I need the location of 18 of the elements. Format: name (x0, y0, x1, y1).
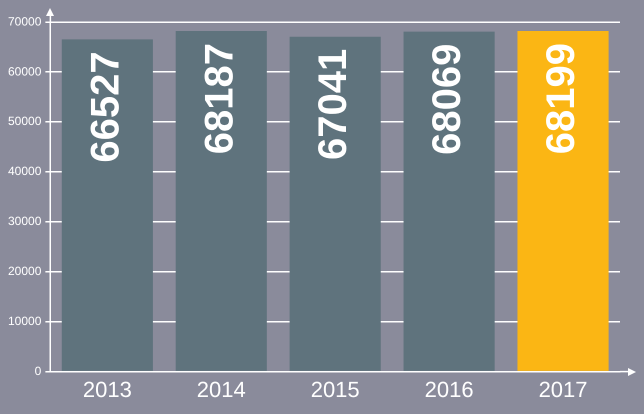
y-tick-label: 10000 (8, 314, 42, 328)
data-label: 66527 (83, 51, 128, 163)
data-label: 67041 (311, 48, 356, 160)
x-tick-label: 2016 (424, 376, 474, 402)
x-tick-label: 2017 (538, 376, 588, 402)
x-tick-label: 2014 (196, 376, 246, 402)
y-tick-label: 50000 (8, 114, 42, 128)
y-tick-label: 60000 (8, 64, 42, 78)
y-tick-label: 20000 (8, 264, 42, 278)
data-label: 68187 (197, 43, 242, 154)
y-tick-label: 30000 (8, 214, 42, 228)
x-tick-label: 2015 (310, 376, 360, 402)
y-tick-label: 70000 (8, 14, 42, 28)
y-tick-label: 40000 (8, 164, 42, 178)
data-label: 68199 (539, 42, 584, 154)
y-tick-label: 0 (34, 364, 42, 378)
x-tick-label: 2013 (82, 376, 132, 402)
data-label: 68069 (425, 44, 470, 155)
